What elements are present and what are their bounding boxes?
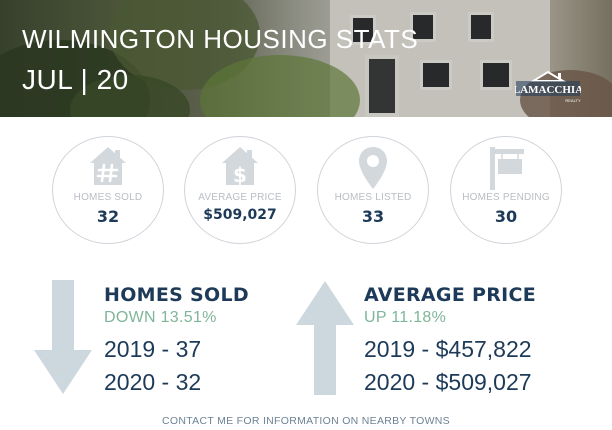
down-arrow-icon	[34, 280, 92, 394]
stat-homes-listed: HOMES LISTED 33	[317, 136, 429, 244]
stat-value: 33	[361, 207, 385, 226]
map-pin-icon	[359, 147, 387, 189]
header-banner: WILMINGTON HOUSING STATS JUL | 20 LAMACC…	[0, 0, 612, 117]
house-dollar-icon: $	[222, 147, 258, 187]
sign-post-icon	[490, 147, 524, 190]
up-arrow-icon	[296, 281, 354, 395]
lamacchia-logo: LAMACCHIA REALTY	[515, 70, 581, 103]
stat-value: 32	[96, 207, 120, 226]
stat-label: HOMES SOLD	[73, 192, 143, 203]
homes-sold-change: DOWN 13.51%	[104, 309, 217, 326]
logo-text: LAMACCHIA	[515, 84, 581, 96]
stat-label: AVERAGE PRICE	[198, 192, 282, 203]
stat-label: HOMES PENDING	[462, 192, 550, 203]
average-price-2020: 2020 - $509,027	[364, 369, 532, 395]
house-hash-icon	[90, 147, 126, 185]
page-title: WILMINGTON HOUSING STATS	[22, 24, 419, 54]
stat-value: $509,027	[203, 207, 277, 223]
homes-sold-2020: 2020 - 32	[104, 369, 202, 395]
homes-sold-2019: 2019 - 37	[104, 336, 202, 362]
average-price-change: UP 11.18%	[364, 309, 447, 326]
average-price-heading: AVERAGE PRICE	[364, 284, 537, 306]
logo-subtext: REALTY	[565, 98, 581, 103]
stat-label: HOMES LISTED	[334, 192, 412, 203]
page-subtitle: JUL | 20	[22, 64, 129, 95]
stat-average-price: $ AVERAGE PRICE $509,027	[184, 136, 296, 244]
stat-homes-pending: HOMES PENDING 30	[450, 136, 562, 244]
average-price-2019: 2019 - $457,822	[364, 336, 532, 362]
stat-homes-sold: HOMES SOLD 32	[52, 136, 164, 244]
stat-value: 30	[494, 207, 518, 226]
footer-contact-text: CONTACT ME FOR INFORMATION ON NEARBY TOW…	[162, 415, 450, 427]
svg-text:$: $	[233, 163, 247, 187]
homes-sold-heading: HOMES SOLD	[104, 284, 249, 306]
